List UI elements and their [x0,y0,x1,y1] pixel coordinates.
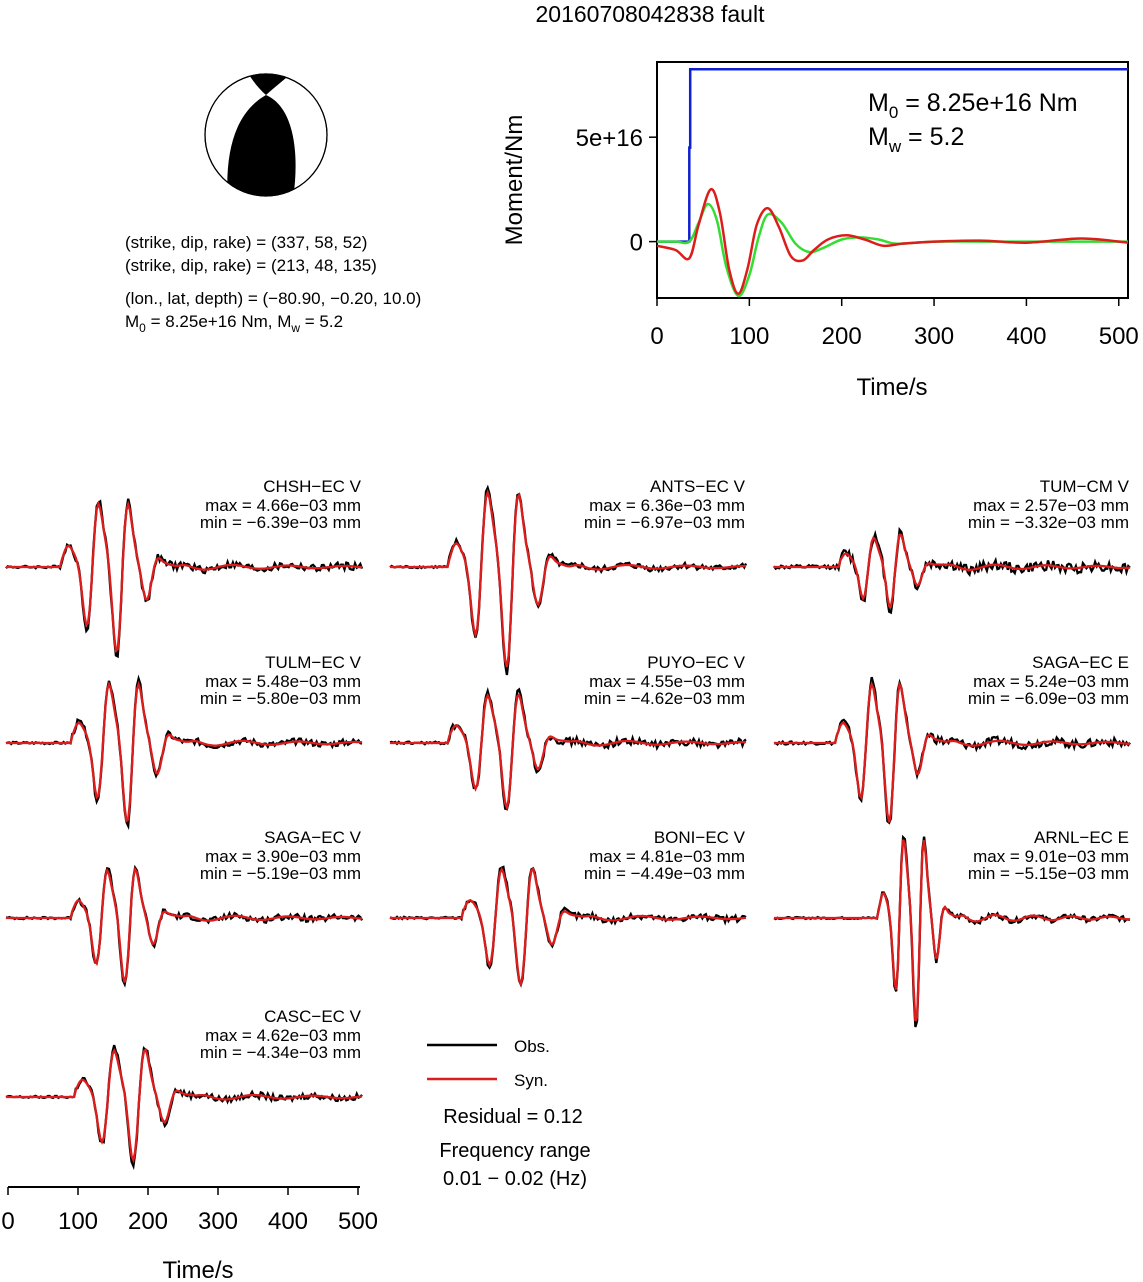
station-min: min = −4.49e−03 mm [584,864,745,883]
station-max: max = 9.01e−03 mm [973,847,1129,866]
synthetic-trace [390,488,747,668]
station-max: max = 4.81e−03 mm [589,847,745,866]
station-max: max = 3.90e−03 mm [205,847,361,866]
nodal-plane-2: (strike, dip, rake) = (213, 48, 135) [125,256,377,275]
waveform-legend: Obs. Syn. Residual = 0.12 Frequency rang… [427,1037,591,1190]
synthetic-trace [774,680,1131,823]
waveform-xtick-label: 100 [58,1208,98,1235]
beachball [204,73,328,197]
moment-ylabel: Moment/Nm [501,115,528,246]
moment-mw-annotation: Mw = 5.2 [868,123,964,156]
moment-series [656,68,1129,298]
nodal-plane-1: (strike, dip, rake) = (337, 58, 52) [125,233,367,252]
moment-plot-frame [656,61,1129,299]
residual-text: Residual = 0.12 [443,1106,583,1128]
station-name: ANTS−EC V [650,477,746,496]
moment-xtick-label: 0 [650,323,663,350]
frequency-range-value: 0.01 − 0.02 (Hz) [443,1168,587,1190]
station-min: min = −6.09e−03 mm [968,689,1129,708]
waveform-xtick-label: 500 [338,1208,378,1235]
event-moment-line: M0 = 8.25e+16 Nm, Mw = 5.2 [125,312,343,335]
synthetic-trace [390,692,747,812]
synthetic-trace [390,866,747,988]
waveform-xtick-label: 0 [1,1208,14,1235]
station-min: min = −3.32e−03 mm [968,513,1129,532]
station-max: max = 6.36e−03 mm [589,496,745,515]
station-name: TULM−EC V [265,653,362,672]
waveform-xtick-label: 400 [268,1208,308,1235]
station-min: min = −5.15e−03 mm [968,864,1129,883]
moment-xtick-label: 200 [822,323,862,350]
station-max: max = 4.62e−03 mm [205,1026,361,1045]
moment-axis-ticks: 0 100 200 300 400 500 0 5e+16 [576,125,1139,350]
legend-obs-label: Obs. [514,1037,550,1056]
moment-series-line [656,202,1128,298]
station-max: max = 4.55e−03 mm [589,672,745,691]
synthetic-trace [774,839,1131,1022]
station-name: ARNL−EC E [1034,828,1129,847]
moment-xtick-label: 500 [1099,323,1139,350]
moment-ytick-label: 5e+16 [576,125,643,152]
synthetic-trace [6,500,363,653]
station-name: BONI−EC V [654,828,746,847]
station-min: min = −5.80e−03 mm [200,689,361,708]
station-max: max = 4.66e−03 mm [205,496,361,515]
station-max: max = 5.48e−03 mm [205,672,361,691]
observed-trace [5,864,364,988]
waveform-time-axis: Time/s 0 100 200 300 400 500 [1,1186,378,1282]
synthetic-trace [6,680,363,823]
moment-series-line [656,187,1129,296]
station-name: PUYO−EC V [647,653,745,672]
synthetic-trace [6,1047,363,1164]
event-location: (lon., lat, depth) = (−80.90, −0.20, 10.… [125,289,421,308]
station-name: TUM−CM V [1040,477,1130,496]
station-min: min = −4.34e−03 mm [200,1043,361,1062]
observed-trace [389,865,747,988]
moment-ytick-label: 0 [630,230,643,257]
station-max: max = 2.57e−03 mm [973,496,1129,515]
station-min: min = −5.19e−03 mm [200,864,361,883]
moment-xtick-label: 300 [914,323,954,350]
mechanism-info: (strike, dip, rake) = (337, 58, 52) (str… [125,233,421,335]
station-min: min = −4.62e−03 mm [584,689,745,708]
figure-title: 20160708042838 fault [536,1,766,27]
station-min: min = −6.39e−03 mm [200,513,361,532]
station-name: SAGA−EC V [264,828,362,847]
synthetic-trace [6,866,363,983]
synthetic-trace [774,533,1131,608]
frequency-range-title: Frequency range [439,1140,590,1162]
station-name: SAGA−EC E [1032,653,1129,672]
moment-xtick-label: 100 [729,323,769,350]
moment-m0-annotation: M0 = 8.25e+16 Nm [868,89,1078,122]
moment-xtick-label: 400 [1006,323,1046,350]
observed-trace [5,1044,363,1171]
station-name: CHSH−EC V [263,477,361,496]
legend-syn-label: Syn. [514,1071,548,1090]
waveform-xtick-label: 300 [198,1208,238,1235]
moment-xlabel: Time/s [856,374,927,401]
observed-trace [773,526,1131,615]
waveform-xtick-label: 200 [128,1208,168,1235]
station-name: CASC−EC V [264,1007,361,1026]
station-min: min = −6.97e−03 mm [584,513,745,532]
station-max: max = 5.24e−03 mm [973,672,1129,691]
waveform-xlabel: Time/s [162,1257,233,1282]
